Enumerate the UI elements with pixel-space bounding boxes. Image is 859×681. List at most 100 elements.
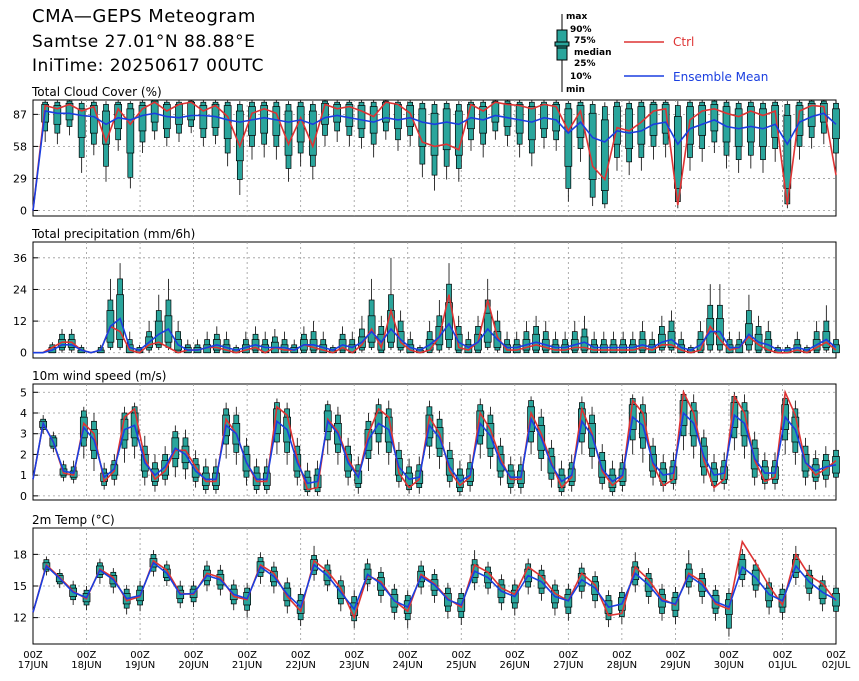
legend: max 90% 75% median 25% 10% min Ctrl Ense… (554, 12, 768, 95)
box-p25-p75 (637, 106, 646, 145)
x-hour-label: 00Z (559, 650, 579, 661)
panel-1: Total precipitation (mm/6h) 0 12 24 36 (13, 227, 840, 360)
box-p25-p75 (102, 110, 110, 145)
x-hour-label: 00Z (451, 650, 471, 661)
x-date-label: 19JUN (125, 660, 155, 671)
y-tick-label: 12 (13, 612, 27, 625)
y-tick-label: 18 (13, 548, 27, 561)
y-tick-label: 0 (20, 347, 27, 360)
box-p25-p75 (430, 112, 439, 156)
x-hour-label: 00Z (398, 650, 418, 661)
x-hour-label: 00Z (612, 650, 632, 661)
box-p25-p75 (746, 106, 755, 143)
x-date-label: 23JUN (339, 660, 369, 671)
legend-ctrl-label: Ctrl (673, 35, 694, 49)
x-hour-label: 00Z (77, 650, 97, 661)
panel-title: 10m wind speed (m/s) (32, 369, 166, 383)
panel-2: 10m wind speed (m/s) 0 1 2 3 4 5 (20, 369, 840, 503)
legend-min: min (566, 85, 585, 95)
x-date-label: 30JUN (714, 660, 744, 671)
x-hour-label: 00Z (184, 650, 204, 661)
x-hour-label: 00Z (719, 650, 739, 661)
box-p25-p75 (552, 104, 561, 132)
legend-mean-label: Ensemble Mean (673, 70, 768, 84)
box-p25-p75 (418, 108, 427, 147)
box-p25-p75 (406, 105, 415, 127)
box-p25-p75 (369, 106, 378, 134)
ensemble-mean-line (32, 561, 837, 613)
box-p25-p75 (454, 110, 463, 156)
box-p25-p75 (260, 105, 269, 134)
box-p25-p75 (540, 104, 548, 130)
box-p25-p75 (126, 108, 135, 154)
box-p25-p75 (116, 294, 124, 340)
x-hour-label: 00Z (505, 650, 525, 661)
legend-p90: 90% (570, 25, 592, 35)
box-p25-p75 (138, 105, 147, 132)
box-p25-p75 (710, 104, 719, 132)
y-tick-label: 2 (20, 448, 27, 461)
x-date-label: 25JUN (446, 660, 476, 671)
legend-box-lower (556, 47, 568, 61)
box-p25-p75 (175, 104, 183, 125)
box-p25-p75 (89, 105, 98, 134)
y-tick-label: 0 (20, 204, 27, 217)
box-p25-p75 (445, 302, 453, 340)
ensemble-mean-line (32, 110, 837, 211)
box-p25-p75 (588, 112, 597, 180)
y-tick-label: 36 (13, 252, 27, 265)
x-hour-label: 00Z (666, 650, 686, 661)
y-tick-label: 12 (13, 315, 27, 328)
box-p25-p75 (503, 102, 512, 127)
panel-title: 2m Temp (°C) (32, 513, 115, 527)
x-hour-label: 00Z (23, 650, 43, 661)
box-p25-p75 (284, 110, 293, 156)
y-tick-label: 87 (13, 108, 27, 121)
x-date-label: 18JUN (71, 660, 101, 671)
box-p25-p75 (527, 106, 536, 141)
box-p25-p75 (491, 101, 500, 123)
box-p25-p75 (77, 108, 86, 138)
box-p25-p75 (599, 344, 608, 354)
box-p25-p75 (832, 344, 840, 354)
box-p25-p75 (619, 344, 628, 354)
box-p25-p75 (483, 312, 492, 343)
box-p25-p75 (394, 104, 402, 130)
box-p25-p75 (235, 110, 244, 162)
x-date-label: 01JUL (768, 660, 797, 671)
x-date-label: 02JUL (822, 660, 851, 671)
box-p25-p75 (649, 104, 658, 136)
box-p25-p75 (564, 108, 573, 167)
x-date-label: 20JUN (178, 660, 208, 671)
chart-title: CMA—GEPS Meteogram (32, 6, 256, 27)
x-date-label: 28JUN (607, 660, 637, 671)
x-hour-label: 00Z (237, 650, 257, 661)
box-p25-p75 (661, 104, 670, 134)
box-p25-p75 (600, 119, 609, 191)
y-tick-label: 58 (13, 140, 27, 153)
y-tick-label: 29 (13, 172, 27, 185)
box-p25-p75 (67, 339, 76, 348)
y-tick-label: 0 (20, 490, 27, 503)
box-p25-p75 (673, 116, 682, 189)
location-label: Samtse 27.01°N 88.88°E (32, 32, 256, 52)
y-tick-label: 24 (13, 283, 27, 296)
legend-p25: 25% (574, 59, 596, 69)
box-p25-p75 (308, 110, 317, 156)
box-p25-p75 (609, 344, 618, 354)
x-date-label: 27JUN (553, 660, 583, 671)
x-date-label: 24JUN (392, 660, 422, 671)
y-tick-label: 5 (20, 386, 27, 399)
box-p25-p75 (771, 105, 780, 138)
x-date-label: 26JUN (500, 660, 530, 671)
ensemble-mean-line (32, 411, 837, 485)
box-p25-p75 (333, 104, 342, 123)
box-p25-p75 (199, 105, 208, 130)
x-date-label: 17JUN (18, 660, 48, 671)
x-hour-label: 00Z (826, 650, 846, 661)
x-date-label: 21JUN (232, 660, 262, 671)
box-p25-p75 (613, 106, 621, 145)
box-p25-p75 (53, 105, 62, 125)
box-p25-p75 (783, 115, 792, 189)
panel-title: Total Cloud Cover (%) (31, 85, 162, 99)
